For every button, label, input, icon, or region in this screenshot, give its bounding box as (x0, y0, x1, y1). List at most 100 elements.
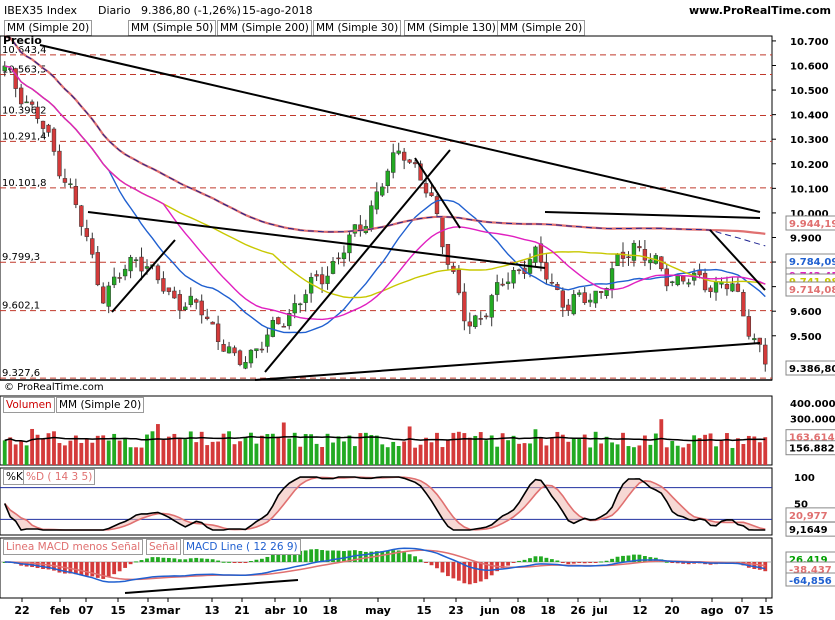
value-tag: -38,437 (789, 565, 832, 576)
volume-bar (500, 433, 505, 465)
volume-ma-line (4, 435, 766, 443)
candle (106, 285, 111, 307)
macd-line (4, 547, 766, 583)
candle (566, 304, 571, 311)
volume-bar (172, 433, 177, 465)
volume-bar (298, 446, 303, 465)
macd-hist-bar (221, 561, 226, 563)
x-axis-label: 20 (664, 604, 680, 617)
candle (254, 348, 259, 352)
volume-bar (511, 435, 516, 465)
candle (237, 350, 243, 365)
level-label: 10.396,2 (2, 106, 47, 117)
volume-bar (714, 446, 718, 465)
candle (735, 283, 741, 292)
macd-hist-bar (123, 562, 128, 568)
macd-hist-bar (90, 562, 95, 577)
volume-bar (407, 426, 412, 465)
volume-bar (216, 441, 221, 465)
volume-bar (35, 434, 40, 465)
volume-bar (730, 447, 735, 465)
macd-hist-bar (424, 562, 428, 563)
x-axis-label: mar (156, 604, 181, 617)
candle (46, 124, 51, 133)
macd-hist-bar (216, 560, 221, 562)
volume-bar (632, 447, 636, 465)
stoch-axis-label: 50 (794, 500, 808, 511)
volume-bar (418, 444, 423, 465)
candle (177, 294, 182, 311)
volume-bar (446, 439, 450, 465)
candle (544, 262, 549, 280)
volume-bar (380, 444, 385, 465)
value-tag-box (785, 215, 835, 231)
volume-bar (539, 437, 543, 465)
stoch-fill (4, 477, 766, 530)
volume-bar (139, 447, 144, 465)
candle (708, 287, 713, 292)
macd-hist-bar (632, 554, 636, 562)
volume-bar (254, 443, 259, 465)
candle (473, 315, 478, 327)
x-axis-label: 07 (734, 604, 749, 617)
candle (429, 192, 434, 197)
candle (494, 282, 500, 295)
candle (221, 344, 226, 352)
candle (412, 162, 418, 165)
macd-hist-bar (593, 562, 598, 563)
x-axis-label: jun (479, 604, 499, 617)
macd-hist-bar (604, 560, 609, 562)
candle (292, 303, 297, 314)
macd-hist-bar (259, 558, 264, 562)
macd-hist-bar (429, 562, 434, 566)
candle (122, 268, 128, 277)
volume-bar (484, 440, 489, 465)
candle (40, 120, 46, 129)
candle (232, 347, 237, 354)
candle (385, 170, 390, 187)
macd-hist-bar (270, 554, 275, 562)
volume-bar (227, 431, 231, 465)
volume-bar (166, 436, 171, 465)
macd-hist-bar (265, 556, 270, 562)
macd-hist-bar (752, 562, 757, 569)
volume-bar (161, 439, 166, 465)
candle (560, 290, 565, 308)
trend-line (264, 149, 451, 373)
volume-bar (402, 441, 407, 465)
macd-hist-bar (456, 562, 461, 581)
volume-bar (593, 431, 598, 465)
volume-bar (347, 435, 352, 465)
macd-hist-bar (402, 552, 407, 562)
volume-bar (117, 440, 122, 465)
volume-bar (752, 436, 757, 465)
volume-bar (30, 428, 35, 465)
axis-label: 10.000 (790, 209, 829, 220)
volume-bar (303, 434, 308, 465)
volume-bar (292, 432, 297, 465)
candle (730, 283, 735, 292)
trend-line (414, 157, 461, 229)
volume-bar (478, 432, 483, 465)
volume-bar (336, 436, 341, 465)
volume-bar (281, 422, 286, 465)
value-tag: -64,856 (789, 576, 832, 587)
macd-hist-bar (757, 562, 762, 570)
volume-bar (615, 444, 620, 465)
macd-hist-bar (407, 554, 412, 562)
candle (593, 290, 598, 304)
candle (101, 286, 106, 304)
macd-hist-bar (571, 562, 576, 564)
macd-hist-bar (156, 557, 160, 562)
candle (352, 224, 358, 234)
macd-hist-bar (342, 551, 346, 562)
stoch-axis-label: 100 (794, 473, 815, 484)
value-tag: 9.944,19 (789, 219, 835, 230)
candle (79, 205, 84, 227)
value-tag: 9.784,09 (789, 257, 835, 268)
volume-bar (13, 444, 18, 465)
volume-bar (571, 437, 576, 465)
trend-line (254, 342, 761, 381)
volume-bar (670, 441, 675, 465)
value-tag: 9,1649 (789, 525, 828, 536)
